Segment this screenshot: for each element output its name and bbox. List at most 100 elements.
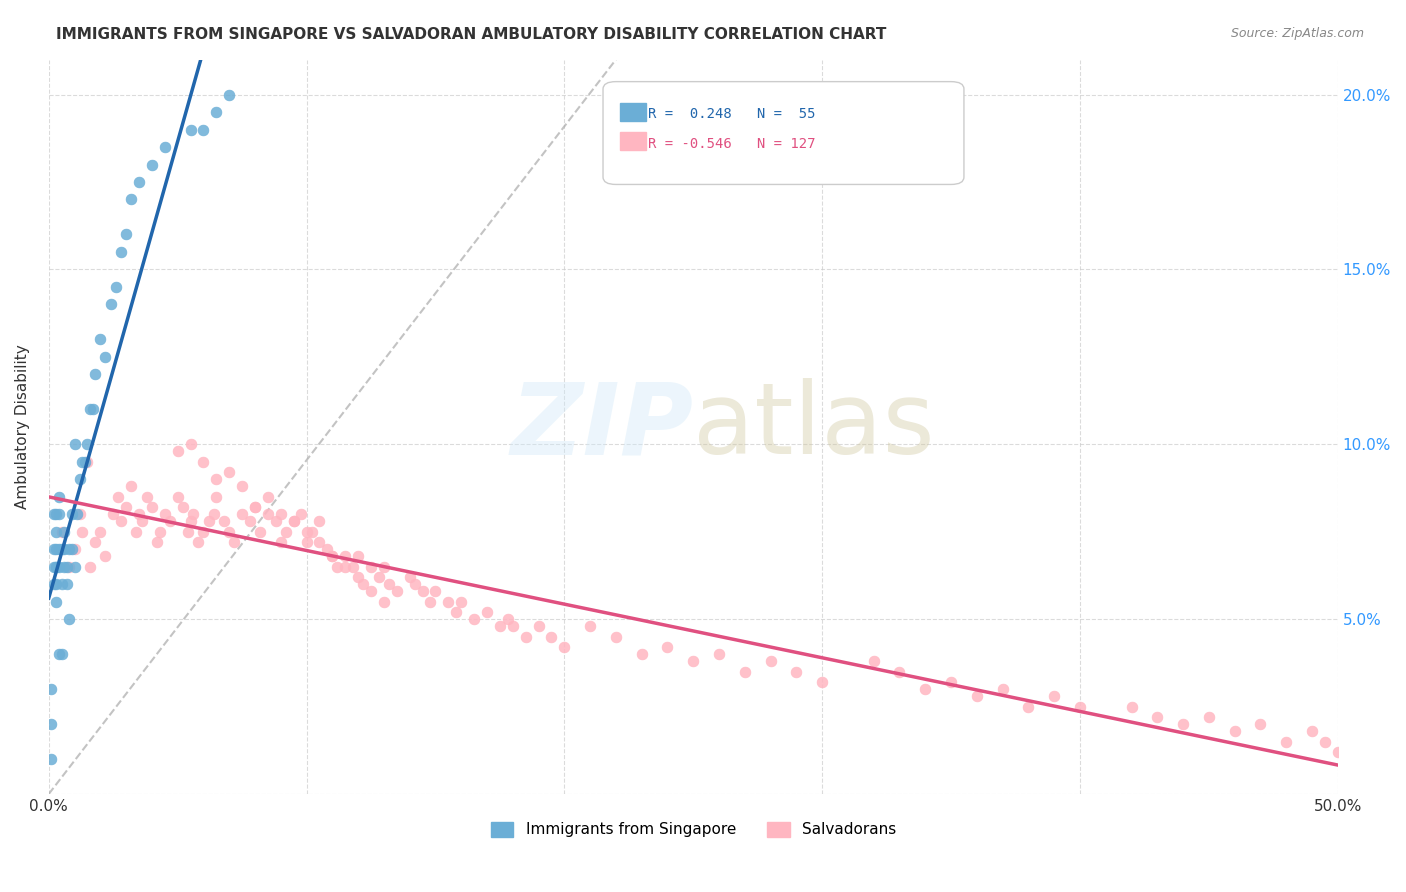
- Point: [205, 472, 228, 486]
- Point: [45, 507, 67, 521]
- Point: [218, 87, 240, 102]
- Point: [63, 437, 86, 451]
- Point: [342, 559, 364, 574]
- Point: [53, 559, 76, 574]
- Y-axis label: Ambulatory Disability: Ambulatory Disability: [15, 344, 30, 509]
- Point: [231, 479, 253, 493]
- Point: [94, 350, 117, 364]
- Point: [630, 647, 652, 661]
- Point: [56, 577, 79, 591]
- Point: [69, 507, 91, 521]
- Point: [489, 619, 512, 633]
- Point: [373, 559, 395, 574]
- Point: [60, 542, 83, 557]
- Point: [734, 665, 756, 679]
- Point: [326, 559, 349, 574]
- Point: [412, 584, 434, 599]
- Point: [48, 490, 70, 504]
- Point: [308, 535, 330, 549]
- Point: [42, 507, 65, 521]
- Point: [89, 332, 111, 346]
- Point: [316, 542, 339, 557]
- Point: [181, 507, 204, 521]
- FancyBboxPatch shape: [603, 82, 965, 185]
- Point: [73, 455, 96, 469]
- Point: [110, 514, 132, 528]
- Point: [682, 654, 704, 668]
- Point: [146, 535, 169, 549]
- Point: [966, 689, 988, 703]
- Point: [153, 507, 176, 521]
- Point: [128, 507, 150, 521]
- Legend: Immigrants from Singapore, Salvadorans: Immigrants from Singapore, Salvadorans: [482, 814, 904, 845]
- Point: [352, 577, 374, 591]
- Point: [45, 559, 67, 574]
- Point: [187, 535, 209, 549]
- Point: [94, 549, 117, 564]
- Point: [115, 227, 138, 242]
- Point: [657, 640, 679, 654]
- Point: [84, 368, 107, 382]
- Point: [149, 524, 172, 539]
- Point: [360, 584, 382, 599]
- Point: [120, 479, 142, 493]
- Point: [243, 500, 266, 515]
- Point: [125, 524, 148, 539]
- Point: [579, 619, 602, 633]
- Point: [100, 297, 122, 311]
- Point: [373, 595, 395, 609]
- Point: [103, 507, 125, 521]
- Point: [1043, 689, 1066, 703]
- Point: [48, 507, 70, 521]
- Point: [76, 437, 98, 451]
- Point: [218, 465, 240, 479]
- Point: [48, 542, 70, 557]
- Point: [172, 500, 194, 515]
- Point: [115, 500, 138, 515]
- Point: [79, 402, 101, 417]
- Point: [270, 535, 292, 549]
- Point: [257, 490, 280, 504]
- Point: [89, 524, 111, 539]
- Point: [243, 500, 266, 515]
- Point: [437, 595, 460, 609]
- Point: [60, 507, 83, 521]
- Point: [475, 605, 498, 619]
- Point: [1223, 724, 1246, 739]
- Text: R = -0.546   N = 127: R = -0.546 N = 127: [648, 136, 815, 151]
- Point: [1198, 710, 1220, 724]
- Point: [79, 559, 101, 574]
- Point: [193, 122, 215, 136]
- Point: [45, 542, 67, 557]
- Point: [419, 595, 441, 609]
- Point: [205, 490, 228, 504]
- Point: [58, 542, 80, 557]
- Point: [378, 577, 401, 591]
- Point: [553, 640, 575, 654]
- Point: [502, 619, 524, 633]
- Point: [1326, 745, 1348, 759]
- Text: Source: ZipAtlas.com: Source: ZipAtlas.com: [1230, 27, 1364, 40]
- Point: [301, 524, 323, 539]
- Point: [367, 570, 389, 584]
- Point: [69, 472, 91, 486]
- Point: [180, 437, 202, 451]
- Point: [41, 717, 63, 731]
- Point: [131, 514, 153, 528]
- Point: [48, 559, 70, 574]
- Point: [360, 559, 382, 574]
- Point: [290, 507, 312, 521]
- Point: [1171, 717, 1194, 731]
- Point: [811, 675, 834, 690]
- Point: [104, 280, 127, 294]
- Point: [239, 514, 262, 528]
- Point: [58, 559, 80, 574]
- Point: [41, 682, 63, 697]
- Text: R =  0.248   N =  55: R = 0.248 N = 55: [648, 107, 815, 121]
- Point: [991, 682, 1014, 697]
- Point: [63, 542, 86, 557]
- Point: [283, 514, 305, 528]
- Point: [321, 549, 343, 564]
- Point: [166, 444, 188, 458]
- Point: [347, 549, 370, 564]
